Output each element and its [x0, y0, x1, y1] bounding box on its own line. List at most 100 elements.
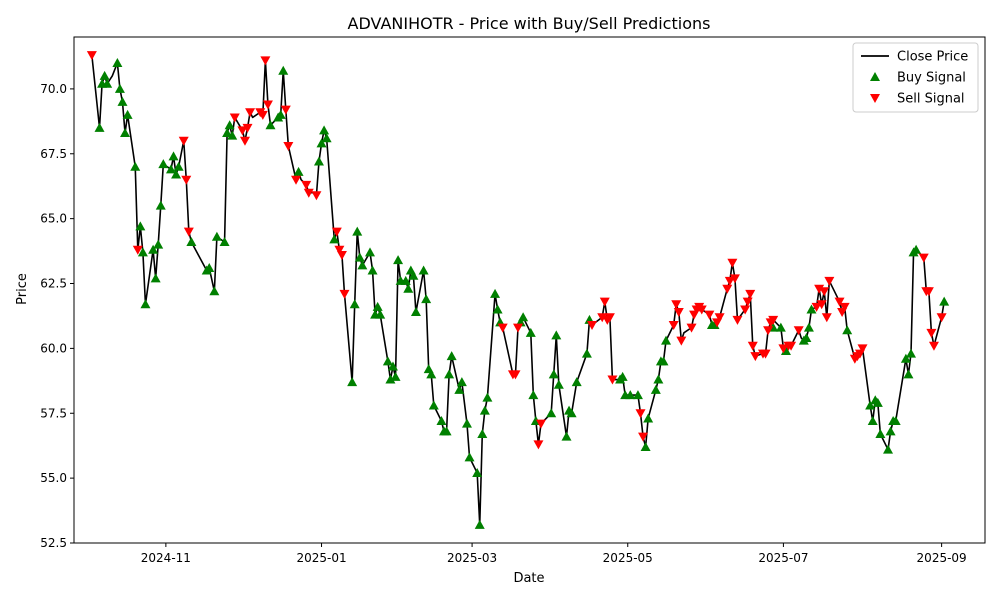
sell-signal-marker: [311, 191, 322, 201]
buy-signal-marker: [365, 247, 376, 257]
sell-signal-marker: [303, 188, 314, 198]
x-tick-label: 2025-05: [603, 551, 653, 565]
sell-signal-marker: [732, 315, 743, 325]
buy-signal-marker: [911, 244, 922, 254]
buy-signal-marker: [454, 384, 465, 394]
buy-signal-marker: [867, 416, 878, 426]
sell-signal-marker: [714, 313, 725, 323]
buy-signal-marker: [357, 260, 368, 270]
buy-signal-marker: [658, 356, 669, 366]
buy-signal-marker: [640, 441, 651, 451]
x-tick-label: 2025-07: [758, 551, 808, 565]
buy-signal-marker: [477, 429, 488, 439]
sell-signal-marker: [339, 289, 350, 299]
sell-signal-marker: [750, 352, 761, 362]
sell-signal-marker: [928, 341, 939, 351]
buy-signal-marker: [204, 262, 215, 272]
buy-signal-marker: [275, 109, 286, 119]
buy-signal-marker: [319, 125, 330, 135]
buy-signal-marker: [211, 231, 222, 241]
sell-signal-marker: [635, 409, 646, 419]
sell-signal-marker: [763, 326, 774, 336]
sell-signal-marker: [793, 326, 804, 336]
buy-signal-marker: [224, 120, 235, 130]
buy-signal-marker: [352, 226, 363, 236]
buy-signal-marker: [385, 374, 396, 384]
buy-signal-marker: [349, 299, 360, 309]
sell-signal-marker: [607, 375, 618, 385]
buy-signal-marker: [885, 426, 896, 436]
sell-signal-marker: [778, 344, 789, 354]
buy-signal-marker: [571, 377, 582, 387]
buy-signal-marker: [112, 57, 123, 67]
buy-signal-marker: [775, 322, 786, 332]
y-tick-label: 65.0: [40, 212, 67, 226]
buy-signal-marker: [347, 377, 358, 387]
buy-signal-marker: [155, 200, 166, 210]
sell-signal-marker: [86, 51, 97, 61]
sell-signal-marker: [331, 227, 342, 237]
buy-signal-marker: [436, 416, 447, 426]
buy-signal-marker: [842, 325, 853, 335]
sell-signal-marker: [291, 175, 302, 185]
buy-signal-marker: [135, 221, 146, 231]
legend-label: Close Price: [897, 50, 968, 65]
buy-signal-marker: [158, 159, 169, 169]
sell-signal-marker: [334, 245, 345, 255]
buy-signal-marker: [313, 156, 324, 166]
y-tick-label: 52.5: [40, 536, 67, 550]
sell-signal-marker: [816, 300, 827, 310]
sell-signal-marker: [673, 308, 684, 318]
sell-signal-marker: [671, 300, 682, 310]
buy-signal-marker: [173, 161, 184, 171]
buy-signal-marker: [903, 369, 914, 379]
sell-signal-marker: [535, 419, 546, 429]
buy-signal-marker: [171, 169, 182, 179]
buy-signal-marker: [566, 408, 577, 418]
buy-signal-marker: [222, 128, 233, 138]
sell-signal-marker: [245, 108, 256, 118]
buy-signal-marker: [900, 353, 911, 363]
sell-signal-marker: [599, 297, 610, 307]
buy-signal-marker: [441, 426, 452, 436]
buy-signal-marker: [375, 309, 386, 319]
sell-signal-marker: [668, 321, 679, 331]
buy-signal-marker: [393, 255, 404, 265]
sell-signal-marker: [533, 440, 544, 450]
sell-signal-marker: [745, 289, 756, 299]
x-axis: 2024-11 2025-01 2025-03 2025-05 2025-07 2025-…: [141, 543, 967, 565]
sell-signal-marker: [819, 287, 830, 297]
buy-signal-marker: [387, 361, 398, 371]
buy-signal-marker: [122, 109, 133, 119]
y-tick-label: 57.5: [40, 406, 67, 420]
buy-signal-marker: [117, 96, 128, 106]
buy-signal-marker: [872, 397, 883, 407]
buy-signal-marker: [625, 390, 636, 400]
buy-signal-marker: [548, 369, 559, 379]
x-axis-label: Date: [513, 571, 544, 586]
buy-signal-marker: [661, 335, 672, 345]
buy-signal-marker: [209, 286, 220, 296]
legend-label: Sell Signal: [897, 92, 965, 107]
buy-signal-marker: [479, 405, 490, 415]
buy-signal-marker: [168, 151, 179, 161]
x-tick-label: 2025-01: [296, 551, 346, 565]
sell-signal-marker: [280, 105, 291, 115]
buy-signal-marker: [186, 236, 197, 246]
buy-signal-marker: [461, 418, 472, 428]
x-tick-label: 2024-11: [141, 551, 191, 565]
sell-signal-marker: [237, 126, 248, 136]
buy-signal-marker: [265, 120, 276, 130]
buy-signal-marker: [444, 369, 455, 379]
chart-title: ADVANIHOTR - Price with Buy/Sell Predict…: [348, 14, 711, 33]
buy-signal-marker: [650, 384, 661, 394]
sell-signal-marker: [760, 349, 771, 359]
sell-signal-marker: [811, 302, 822, 312]
buy-signal-marker: [321, 133, 332, 143]
sell-signal-marker: [260, 56, 271, 66]
buy-signal-marker: [114, 83, 125, 93]
buy-signal-marker: [426, 369, 437, 379]
buy-signal-marker: [400, 275, 411, 285]
